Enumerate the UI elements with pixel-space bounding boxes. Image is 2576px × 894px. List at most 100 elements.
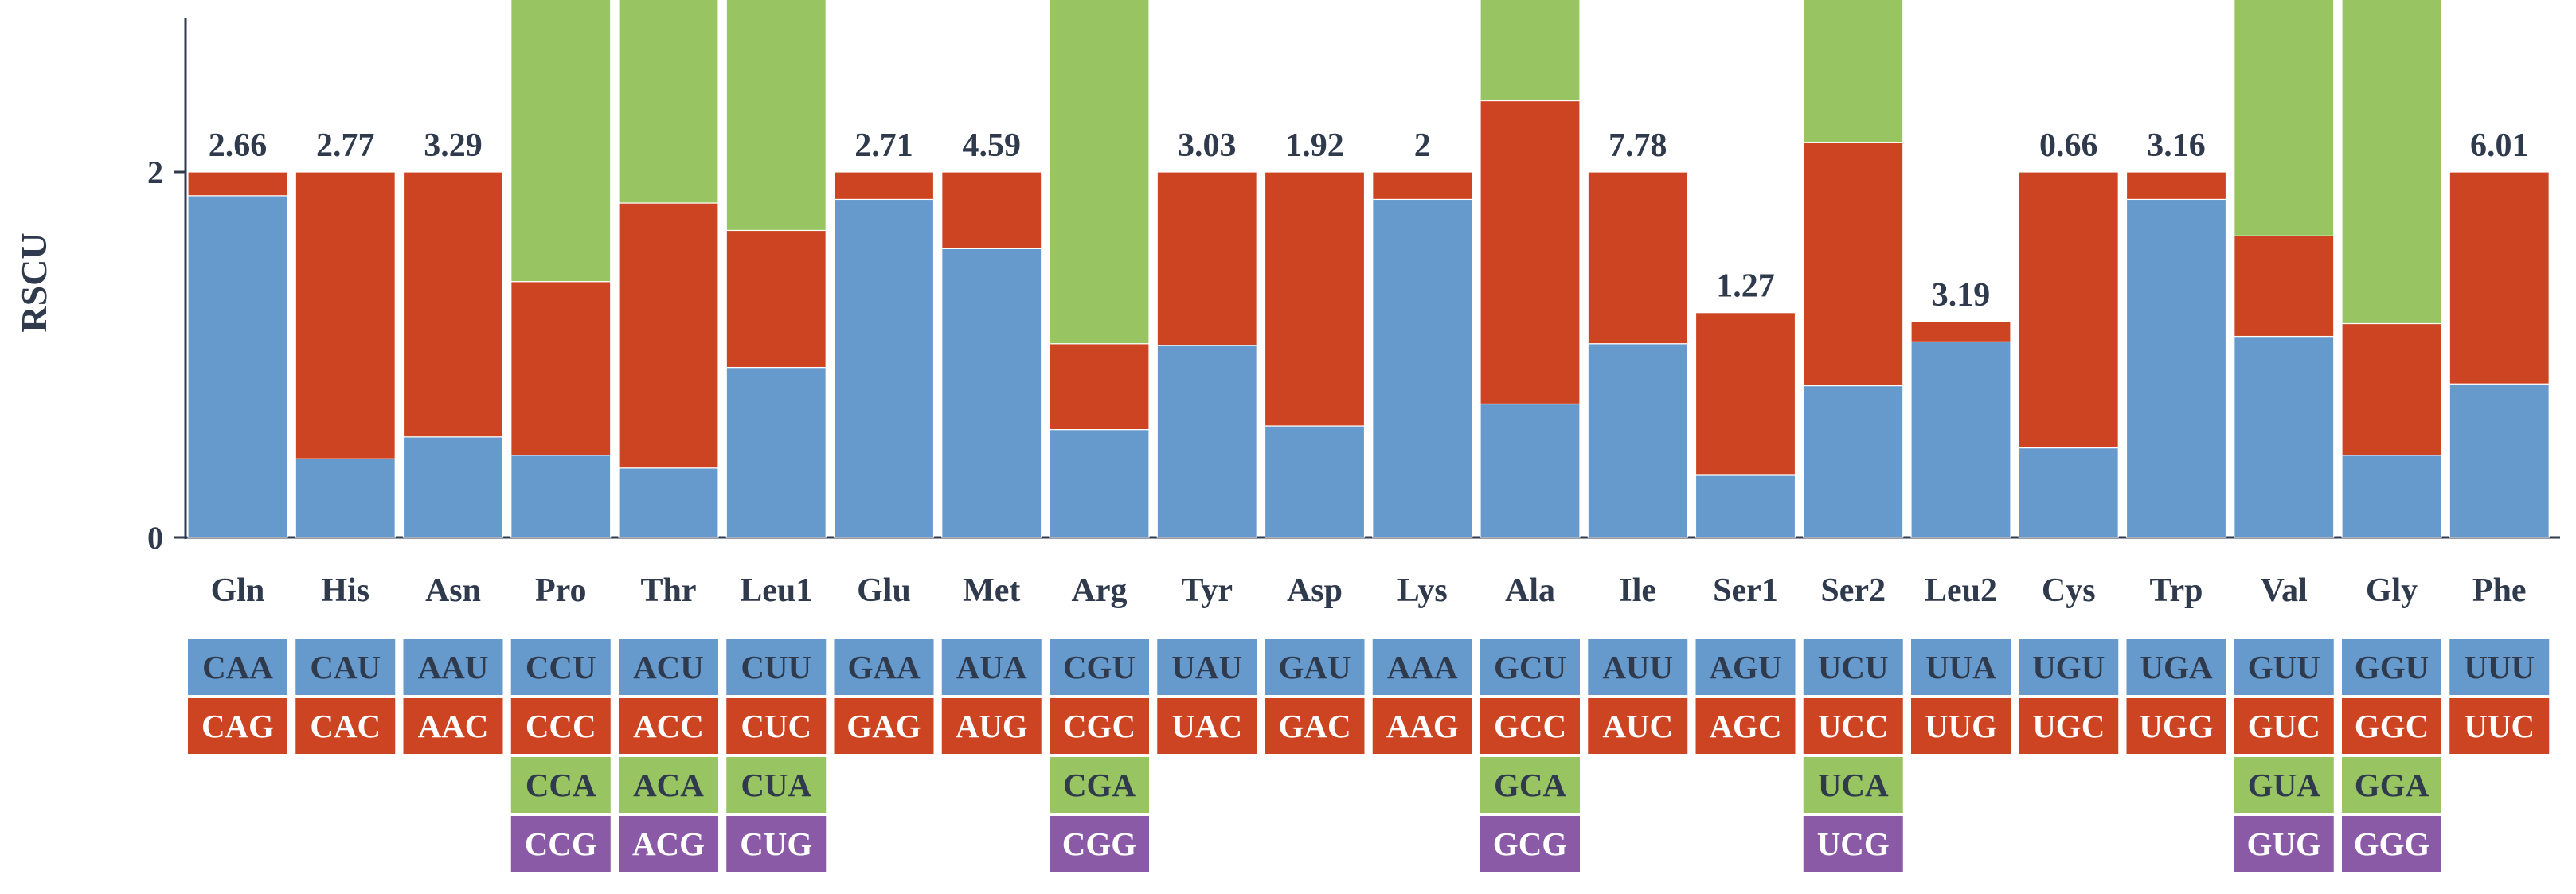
bar-segment-cau (295, 458, 396, 538)
bar-segment-ucc (1803, 142, 1904, 387)
codon-label: GCC (1494, 708, 1566, 744)
codon-label: UAU (1171, 649, 1242, 685)
codon-box: UUA (1911, 639, 2011, 695)
codon-box: UUU (2449, 639, 2550, 695)
bar-segment-ccc (510, 281, 612, 456)
codon-box-bg (1372, 639, 1472, 695)
codon-label: CCG (525, 826, 597, 862)
codon-box-bg (1050, 816, 1149, 872)
bar-segment-auc (1587, 171, 1688, 345)
x-tick-label: Ser2 (1820, 572, 1886, 609)
codon-box-bg (403, 698, 503, 754)
codon-box: UUG (1911, 698, 2011, 754)
bar-segment-uau (1156, 345, 1257, 538)
codon-label: GUU (2248, 649, 2320, 685)
codon-box-bg (726, 639, 827, 695)
codon-box: CGG (1050, 816, 1149, 872)
codon-box: AAU (403, 639, 503, 695)
codon-box: CUU (726, 639, 827, 695)
bar-segment-uua (1910, 341, 2011, 538)
codon-label: UAC (1171, 708, 1242, 744)
codon-box-bg (1050, 698, 1149, 754)
bar-group-gly: 6.54 (2341, 0, 2442, 538)
bar-segment-cca (510, 0, 612, 283)
bar-segment-gca (1480, 0, 1581, 102)
bar-group-phe: 6.01 (2449, 127, 2550, 538)
bar-total-label: 2.77 (316, 127, 375, 164)
bar-total-label: 1.92 (1285, 127, 1344, 164)
codon-box: GGC (2342, 698, 2441, 754)
bar-segment-aua (941, 248, 1042, 538)
bar-segment-acu (618, 467, 719, 538)
x-tick-label: Gly (2366, 572, 2418, 609)
codon-box: GGA (2342, 757, 2441, 813)
bar-segment-ggu (2341, 455, 2442, 538)
codon-label: CAU (310, 649, 381, 685)
codon-box-bg (295, 698, 396, 754)
codon-label: GCG (1493, 826, 1567, 862)
codon-box-bg (1695, 698, 1796, 754)
codon-label: GAC (1278, 708, 1351, 744)
codon-label: CCA (526, 767, 596, 803)
bar-group-asp: 1.92 (1264, 127, 1366, 538)
x-tick-label: Phe (2472, 572, 2527, 609)
bar-segment-gaa (833, 198, 935, 538)
codon-box: ACU (619, 639, 718, 695)
bar-segment-acc (618, 202, 719, 469)
codon-box: GAG (834, 698, 934, 754)
bar-group-leu2: 3.19 (1910, 277, 2011, 538)
codon-box-bg (2449, 698, 2550, 754)
codon-box-bg (1911, 698, 2011, 754)
codon-label: GCU (1494, 649, 1566, 685)
codon-box: ACA (619, 757, 718, 813)
bar-segment-ugg (2125, 171, 2227, 201)
category-labels: Gln His Asn Pro Thr Leu1 Glu Met Arg Tyr Asp Lys Ala… (211, 572, 2527, 609)
codon-box: UCC (1803, 698, 1903, 754)
codon-box-bg (726, 816, 827, 872)
bar-total-label: 3.19 (1932, 277, 1991, 314)
x-tick-label: Cys (2042, 572, 2096, 609)
codon-box: CAU (295, 639, 396, 695)
bar-group-ile: 7.78 (1587, 127, 1688, 538)
codon-box-bg (2342, 816, 2441, 872)
bar-segment-ugu (2018, 447, 2119, 538)
codon-label: CGU (1063, 649, 1136, 685)
codon-box-bg (941, 698, 1042, 754)
codon-label: UUC (2464, 708, 2535, 744)
codon-box-bg (1480, 639, 1580, 695)
codon-box-bg (1050, 639, 1149, 695)
codon-box: AAG (1372, 698, 1472, 754)
codon-box-bg (2342, 698, 2441, 754)
codon-box: CAC (295, 698, 396, 754)
codon-box: AUG (941, 698, 1042, 754)
bar-group-cys: 0.66 (2018, 127, 2119, 538)
bar-segment-guu (2234, 335, 2335, 538)
bar-total-label: 2 (1414, 127, 1431, 164)
codon-box: GAU (1265, 639, 1365, 695)
codon-label: CCU (526, 649, 596, 685)
codon-box: GUU (2234, 639, 2334, 695)
codon-label: UUU (2464, 649, 2535, 685)
codon-box-bg (726, 757, 827, 813)
bar-segment-aaa (1372, 198, 1473, 538)
y-axis-label: RSCU (14, 232, 54, 332)
codon-box-bg (1588, 698, 1688, 754)
codon-box: GCG (1480, 816, 1580, 872)
codon-box-bg (2019, 698, 2119, 754)
bar-segment-agc (1695, 312, 1796, 476)
codon-box: AUU (1588, 639, 1688, 695)
bar-segment-auu (1587, 343, 1688, 538)
codon-box: UGA (2126, 639, 2226, 695)
bar-segment-cgc (1049, 343, 1150, 431)
bar-total-label: 0.66 (2039, 127, 2098, 164)
x-tick-label: Trp (2150, 572, 2203, 609)
bar-total-label: 3.03 (1178, 127, 1237, 164)
codon-box: CGU (1050, 639, 1149, 695)
codon-box: UGC (2019, 698, 2119, 754)
bar-segment-gau (1264, 425, 1366, 538)
codon-box: GUA (2234, 757, 2334, 813)
codon-box: UGG (2126, 698, 2226, 754)
x-tick-label: Gln (211, 572, 265, 609)
codon-box: AAC (403, 698, 503, 754)
codon-label: AAU (418, 649, 489, 685)
